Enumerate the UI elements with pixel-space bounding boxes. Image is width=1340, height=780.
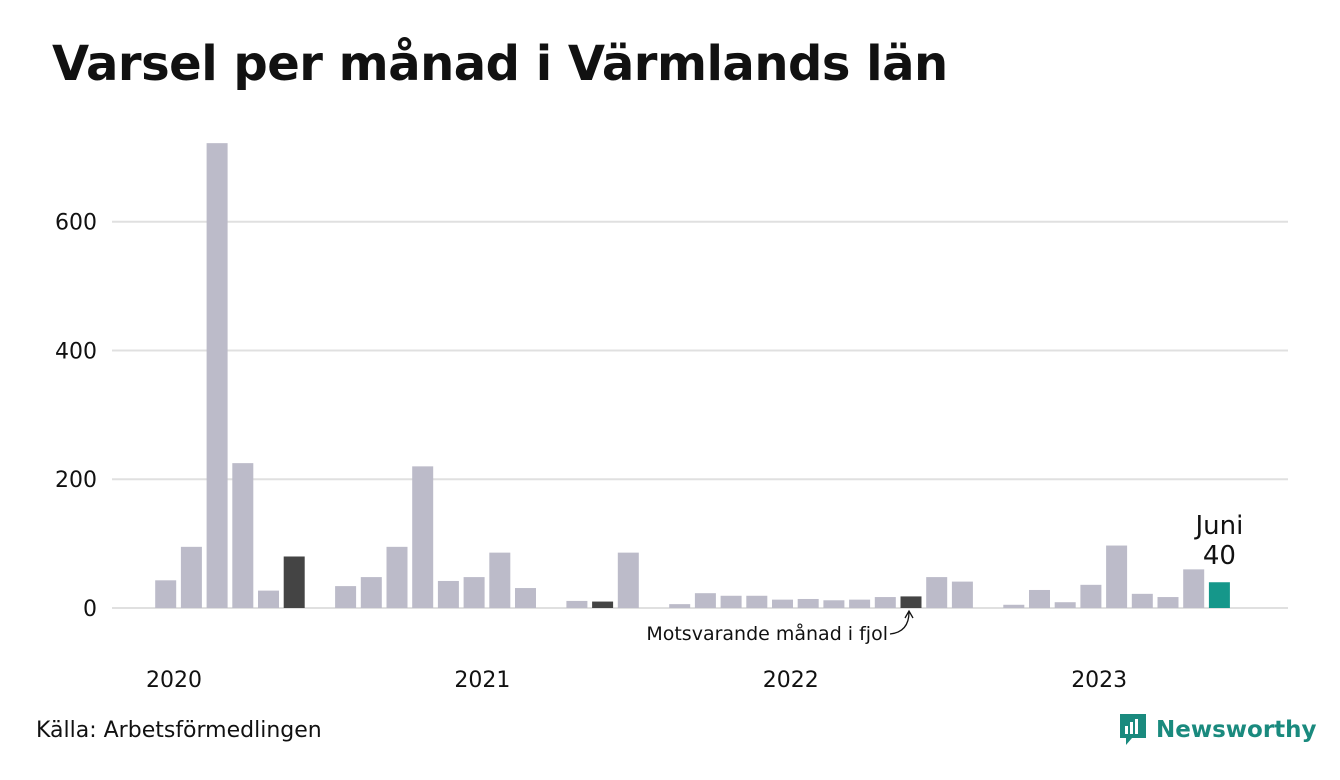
bar: [874, 597, 896, 608]
bar: [617, 552, 639, 608]
bar: [232, 463, 254, 608]
bar: [592, 601, 614, 608]
bar: [335, 586, 357, 608]
bar: [1054, 602, 1076, 608]
bar: [1183, 569, 1205, 608]
bar: [951, 581, 973, 608]
bar: [669, 604, 691, 608]
x-tick-label: 2023: [1071, 668, 1127, 693]
y-tick-label: 0: [83, 597, 97, 622]
bar: [1080, 584, 1102, 608]
bars: [155, 143, 1230, 608]
bar: [155, 580, 177, 608]
bar: [566, 600, 588, 608]
bar: [463, 577, 485, 608]
bar: [720, 595, 742, 608]
x-tick-label: 2020: [146, 668, 202, 693]
axis-labels: 0 200 400 600 2020 2021 2022 2023: [55, 211, 1127, 693]
brand-name: Newsworthy: [1156, 717, 1317, 743]
newsworthy-logo-icon: [1120, 714, 1146, 745]
annotation-arrow: [889, 611, 910, 635]
bar: [1106, 545, 1128, 608]
x-tick-label: 2022: [763, 668, 819, 693]
bar: [926, 577, 948, 608]
bar: [797, 598, 819, 608]
bar: [823, 600, 845, 608]
bar: [1003, 604, 1025, 608]
bar: [360, 577, 382, 608]
y-tick-label: 200: [55, 468, 97, 493]
bar: [489, 552, 511, 608]
bar: [849, 599, 871, 608]
bar: [1029, 589, 1050, 608]
highlight-month-label: Juni: [1193, 511, 1243, 541]
bar: [746, 595, 768, 608]
bar: [258, 590, 279, 608]
bar: [283, 556, 305, 608]
bar: [437, 580, 459, 608]
annotation-arrowhead: [904, 609, 914, 619]
bar: [1208, 582, 1230, 608]
comparison-annotation: Motsvarande månad i fjol: [646, 622, 888, 645]
y-tick-label: 600: [55, 211, 97, 236]
y-tick-label: 400: [55, 339, 97, 364]
highlight-value-label: 40: [1203, 541, 1236, 571]
bar: [900, 596, 922, 608]
bar: [180, 546, 202, 608]
bar: [694, 593, 716, 608]
source-note: Källa: Arbetsförmedlingen: [36, 718, 322, 743]
x-tick-label: 2021: [454, 668, 510, 693]
bar: [206, 143, 228, 608]
chart-title: Varsel per månad i Värmlands län: [52, 36, 948, 92]
bar: [412, 466, 434, 608]
bar: [515, 588, 536, 608]
bar: [1131, 593, 1153, 608]
bar: [772, 599, 793, 608]
bar: [386, 546, 408, 608]
bar: [1157, 597, 1179, 608]
brand-logo[interactable]: Newsworthy: [1118, 712, 1317, 748]
